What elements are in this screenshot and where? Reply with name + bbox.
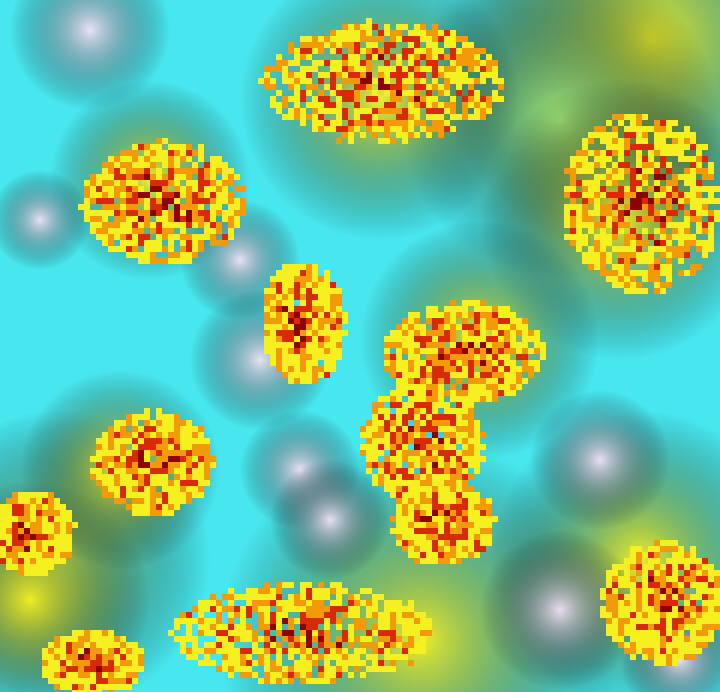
satellite-image (0, 0, 720, 692)
false-color-raster (0, 0, 720, 692)
